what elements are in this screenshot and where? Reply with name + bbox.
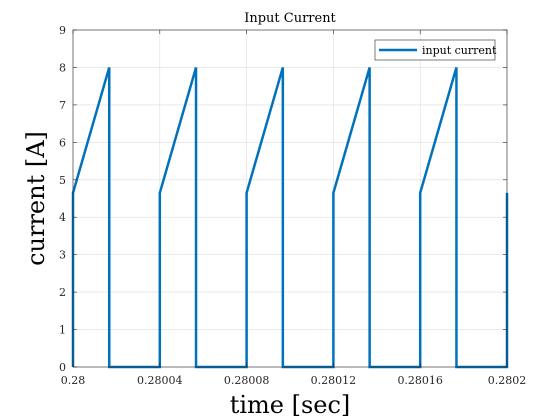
grid: [72, 29, 508, 368]
chart-title: Input Current: [244, 11, 336, 26]
y-tick-label: 8: [59, 61, 66, 74]
x-tick-label: 0.28: [61, 374, 86, 387]
y-tick-label: 0: [59, 361, 66, 374]
x-tick-label: 0.2802: [488, 374, 527, 387]
y-tick-label: 1: [59, 324, 66, 337]
y-tick-label: 7: [59, 99, 66, 112]
x-tick-label: 0.28012: [311, 374, 357, 387]
y-tick-label: 4: [59, 211, 66, 224]
legend-box: [374, 39, 496, 61]
y-axis-title: current [A]: [22, 131, 50, 266]
plot-frame: [72, 29, 508, 368]
ticks: 0.28 0.28004 0.28008 0.28012 0.28016 0.2802 0 1…: [59, 24, 526, 387]
legend: input current: [374, 39, 497, 61]
y-tick-label: 3: [59, 249, 66, 262]
x-tick-label: 0.28008: [224, 374, 270, 387]
x-tick-label: 0.28016: [397, 374, 443, 387]
plot-area: [73, 30, 507, 367]
x-axis-title: time [sec]: [230, 391, 351, 419]
y-tick-label: 2: [59, 286, 66, 299]
y-tick-label: 9: [59, 24, 66, 37]
legend-label: input current: [422, 44, 497, 57]
y-tick-label: 5: [59, 174, 66, 187]
x-tick-label: 0.28004: [137, 374, 183, 387]
y-tick-label: 6: [59, 136, 66, 149]
